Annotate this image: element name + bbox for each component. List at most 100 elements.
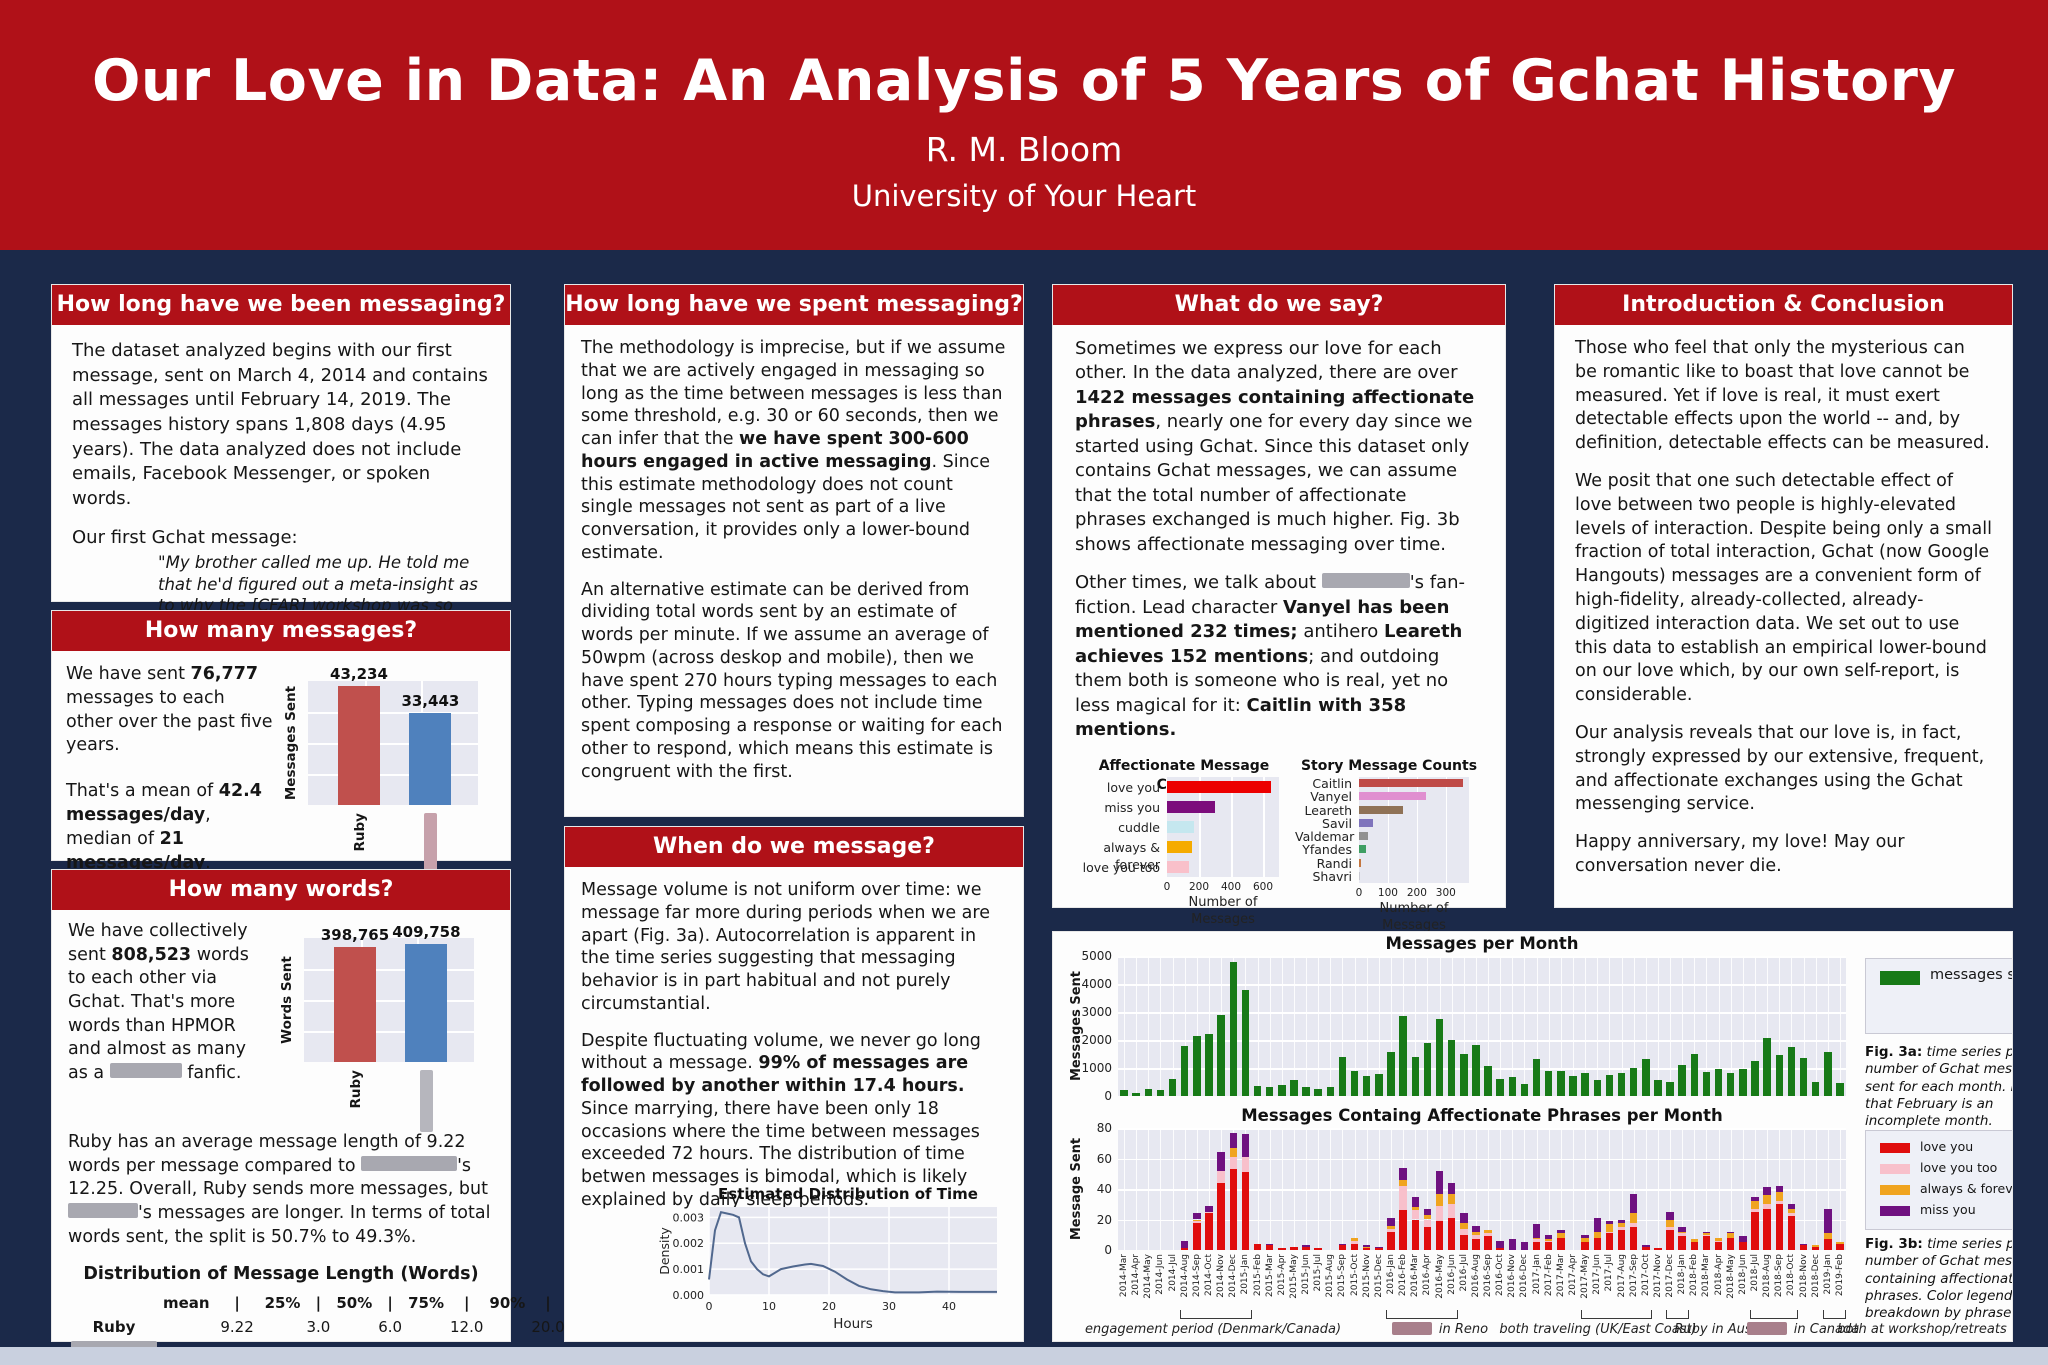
legend-label: always & forever <box>1920 1181 2012 1196</box>
bar-segment <box>1350 1240 1359 1244</box>
gridline <box>1755 956 1756 1096</box>
bar-segment <box>1557 1230 1565 1234</box>
gridline <box>1682 956 1684 1096</box>
bar-segment <box>1666 1227 1674 1231</box>
bar-segment <box>1193 1213 1201 1220</box>
x-tick-label: 2018-May <box>1725 1254 1736 1299</box>
gridline <box>1196 956 1198 1096</box>
annotation-bracket <box>1580 1310 1653 1319</box>
category-label: Valdemar <box>1295 829 1355 845</box>
x-tick-label: 2018-Jun <box>1737 1254 1748 1295</box>
svg-text:0.001: 0.001 <box>673 1263 705 1276</box>
bar-segment <box>1532 1242 1541 1250</box>
bar-segment <box>1362 1246 1371 1249</box>
bar-segment <box>1544 1239 1553 1241</box>
bar-segment <box>1532 1239 1541 1243</box>
bar-segment <box>1811 1245 1820 1247</box>
bar <box>1799 1057 1808 1096</box>
chart-title: Story Message Counts <box>1300 757 1478 774</box>
bold-text: Caitlin with 358 mentions. <box>1075 694 1407 741</box>
gridline <box>308 743 478 745</box>
bar-segment <box>1508 1239 1517 1250</box>
bar-segment <box>1593 1217 1602 1232</box>
bar <box>1496 1079 1504 1096</box>
panel-what-do-we-say: What do we say? Sometimes we express our… <box>1053 285 1505 933</box>
bar-segment <box>1690 1242 1699 1250</box>
legend-swatch <box>1880 1185 1910 1195</box>
column-header: 50% <box>336 1293 373 1312</box>
bar-segment <box>1423 1219 1432 1228</box>
bar-segment <box>1532 1224 1541 1238</box>
bar-segment <box>1496 1240 1504 1249</box>
x-tick-label: 2016-Sep <box>1483 1254 1494 1298</box>
gridline <box>1451 956 1453 1096</box>
gridline <box>1767 956 1769 1096</box>
bar-segment <box>1278 1248 1286 1250</box>
bar <box>1520 1083 1529 1096</box>
gridline <box>1387 776 1390 883</box>
category-label: Vanyel <box>1310 789 1352 805</box>
gridline <box>1281 956 1283 1096</box>
bar-segment <box>1423 1227 1432 1250</box>
gridline <box>1118 1219 1846 1221</box>
gridline <box>1257 956 1259 1096</box>
text: Those who feel that only the mysterious … <box>1575 338 1990 454</box>
bar-segment <box>1472 1225 1480 1232</box>
bar-segment <box>1836 1242 1844 1244</box>
bar <box>1569 1076 1577 1096</box>
table-value: 9.22 <box>220 1318 254 1336</box>
bar <box>1359 845 1367 854</box>
bar <box>409 712 452 805</box>
bar-segment <box>1205 1205 1213 1212</box>
bar-segment <box>1605 1224 1614 1232</box>
panel-how-many-messages: How many messages? We have sent 76,777 m… <box>52 611 510 875</box>
bar <box>1338 1056 1347 1096</box>
plot-area <box>1118 956 1846 1096</box>
redacted-category-label <box>420 1070 434 1132</box>
bar-segment <box>1387 1231 1395 1250</box>
bar <box>338 685 380 805</box>
bar <box>1241 989 1250 1096</box>
gridline <box>1293 956 1295 1096</box>
bar <box>1678 1064 1686 1096</box>
y-tick-label: 40 <box>1096 1182 1112 1196</box>
bar-segment <box>1617 1230 1626 1250</box>
legend-swatch <box>1880 971 1920 985</box>
bar-segment <box>1362 1248 1371 1250</box>
bar-segment <box>1702 1233 1711 1235</box>
gridline <box>1445 776 1448 883</box>
bar <box>1423 1042 1432 1096</box>
messages-sent-chart: Messages Sent 43,234 Ruby 33,443 <box>278 663 493 875</box>
paragraph: Happy anniversary, my love! May our conv… <box>1575 831 1992 879</box>
say-charts-row: Affectionate Message Counts0200400600lov… <box>1075 757 1483 934</box>
bar-segment <box>1666 1230 1674 1250</box>
panel-time-series: Messages per Month Messages Sent 0 1000 2000… <box>1053 932 2012 1341</box>
text: That's a mean of <box>66 781 219 802</box>
plot-area <box>1167 776 1279 877</box>
bar-segment <box>1581 1242 1589 1250</box>
bar-segment <box>1193 1222 1201 1250</box>
y-tick-label: 80 <box>1096 1121 1112 1135</box>
bar-segment <box>1399 1179 1407 1186</box>
bold-text: 99% of messages are followed by another … <box>581 1053 969 1096</box>
bar <box>1387 1052 1395 1096</box>
bar-segment <box>1241 1156 1250 1173</box>
panel-been-messaging-heading: How long have we been messaging? <box>52 285 510 325</box>
gridline <box>1803 956 1805 1096</box>
table-value: 12.0 <box>450 1318 484 1336</box>
category-label: love you <box>1106 779 1160 795</box>
bar <box>1787 1046 1796 1096</box>
x-tick-label: 2019-Jan <box>1822 1254 1833 1295</box>
x-tick-label: 2017-Sep <box>1628 1254 1639 1298</box>
bar <box>1253 1086 1262 1096</box>
bar <box>1508 1076 1517 1096</box>
chart-title: Messages per Month <box>1385 934 1579 953</box>
bar <box>1484 1066 1492 1096</box>
bar <box>1751 1060 1759 1096</box>
bar-segment <box>1787 1213 1796 1217</box>
gridline <box>1118 1158 1846 1160</box>
text: We have sent <box>66 664 191 684</box>
x-tick-label: 2016-Apr <box>1422 1254 1433 1296</box>
redacted-category-label <box>424 813 438 875</box>
gridline <box>1124 956 1126 1096</box>
